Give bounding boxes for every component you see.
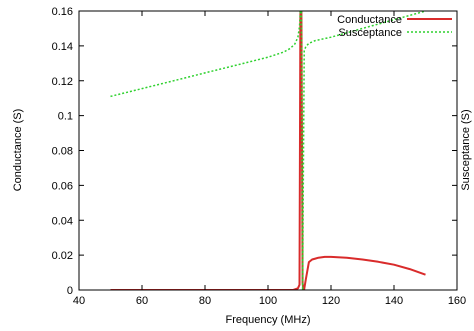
y-tick-label: 0.1: [58, 111, 73, 123]
x-tick-label: 120: [322, 295, 340, 307]
plot-frame: [78, 10, 458, 291]
x-tick-label: 40: [73, 295, 85, 307]
y-tick-label: 0.14: [52, 41, 73, 53]
y2-axis-title: Susceptance (S): [460, 109, 472, 190]
y-tick-label: 0.02: [52, 250, 73, 262]
y-tick-label: 0.16: [52, 6, 73, 18]
x-tick-label: 100: [259, 295, 277, 307]
series-line-susceptance: [110, 11, 426, 290]
legend-label-susceptance: Susceptance: [338, 27, 402, 39]
legend: Conductance Susceptance: [337, 14, 452, 39]
ticks-layer: 40 60 80 100 120 140 160 0 0.02 0.04 0.06 0.08 0.1 0.…: [52, 6, 467, 307]
x-tick-label: 140: [385, 295, 403, 307]
x-axis-title: Frequency (MHz): [226, 314, 311, 326]
y-tick-label: 0.06: [52, 180, 73, 192]
series-layer: [110, 11, 426, 290]
y-tick-label: 0.08: [52, 146, 73, 158]
y-axis-title: Conductance (S): [12, 109, 24, 192]
y-tick-label: 0.12: [52, 76, 73, 88]
legend-label-conductance: Conductance: [337, 14, 402, 26]
x-tick-label: 60: [136, 295, 148, 307]
y-tick-label: 0.04: [52, 215, 73, 227]
y-tick-label: 0: [67, 285, 73, 297]
x-tick-label: 80: [199, 295, 211, 307]
series-line-conductance: [110, 11, 426, 290]
x-tick-label: 160: [448, 295, 466, 307]
